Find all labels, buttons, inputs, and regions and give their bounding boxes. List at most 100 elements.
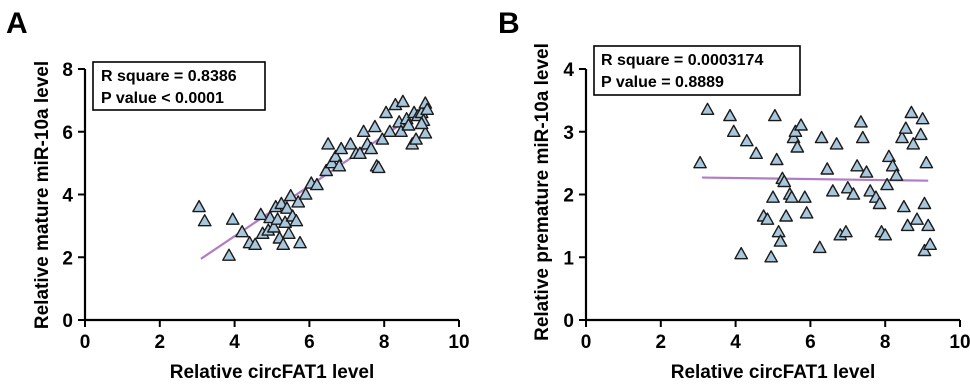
panel-a-data-point — [248, 237, 262, 251]
panel-b-data-point — [904, 105, 919, 119]
panel-a-p-value: P value < 0.0001 — [101, 90, 224, 107]
panel-b-data-point — [794, 118, 808, 131]
panel-b-data-point — [726, 124, 741, 138]
panel-b-r-square: R square = 0.0003174 — [601, 52, 763, 69]
panel-b-data-point — [812, 240, 827, 254]
panel-b-x-tick-label: 2 — [656, 332, 667, 353]
panel-b-stats-frame — [593, 45, 801, 96]
panel-b-data-point — [829, 137, 844, 150]
panel-b-stats-box: R square = 0.0003174 P value = 0.8889 — [593, 45, 801, 96]
panel-b-y-tick-label: 0 — [563, 311, 574, 332]
panel-a-y-tick-label: 0 — [62, 311, 73, 332]
panel-a-data-point — [321, 137, 335, 150]
panel-b-data-point — [919, 155, 934, 169]
panel-a-x-tick-label: 2 — [155, 332, 166, 353]
panel-a-y-tick-label: 6 — [62, 123, 73, 144]
panel-b-y-ticks: 0 1 2 3 4 — [563, 60, 586, 332]
panel-b-data-point — [760, 212, 775, 225]
panel-a-data-point — [278, 215, 292, 229]
panel-b-data-point — [839, 224, 853, 238]
panel-a-data-point — [356, 124, 371, 138]
panel-b-data-point — [797, 190, 812, 203]
panel-b-data-point — [878, 228, 893, 241]
panel-b-data-point — [777, 174, 792, 188]
panel-b-data-point — [779, 209, 793, 222]
panel-b-data-point — [784, 190, 799, 203]
panel-a-data-point — [396, 94, 410, 108]
panel-a-data-point — [267, 220, 281, 233]
panel-a-marks — [192, 94, 435, 261]
panel-b-data-point — [773, 234, 788, 247]
panel-b-data-point — [749, 146, 763, 160]
panel-b-marks — [693, 102, 937, 263]
panel-b-data-point — [790, 140, 805, 153]
panel-b-data-point — [917, 196, 932, 210]
panel-a-data-point — [253, 207, 268, 221]
panel-letter-a: A — [6, 7, 28, 40]
panel-b-x-ticks: 0 2 4 6 8 10 — [581, 320, 970, 353]
panel-b-data-point — [739, 133, 754, 147]
panel-a-data-point — [420, 102, 435, 116]
panel-b-data-point — [850, 159, 864, 172]
panel-b-data-point — [872, 196, 887, 210]
panel-b-data-point — [863, 184, 878, 197]
panel-b-y-tick-label: 2 — [563, 186, 574, 207]
panel-a-x-tick-label: 8 — [379, 332, 390, 353]
panel-a-x-tick-label: 0 — [80, 332, 91, 353]
panel-b-data-point — [766, 190, 780, 203]
panel-a-data-point — [270, 212, 285, 225]
panel-a-data-point — [364, 141, 378, 155]
panel-a-data-point — [298, 187, 313, 200]
panel-b-y-axis-label: Relative premature miR-10a level — [532, 43, 553, 341]
panel-b-data-point — [921, 218, 936, 232]
panel-b-y-tick-label: 4 — [563, 60, 574, 81]
panel-a-data-point — [192, 199, 206, 213]
panel-b-data-point — [820, 162, 835, 175]
panel-b-data-point — [693, 155, 707, 169]
panel-a-stats-frame — [92, 61, 266, 111]
panel-b-data-point — [859, 165, 874, 178]
panel-a-data-point — [394, 124, 408, 138]
panel-a-data-point — [276, 237, 291, 251]
panel-b-data-point — [910, 212, 924, 225]
panel-a-data-point — [197, 213, 212, 227]
panel-b-data-point — [769, 152, 784, 166]
panel-a-x-tick-label: 6 — [304, 332, 315, 353]
panel-a-data-point — [225, 212, 240, 225]
panel-a-data-point — [319, 163, 334, 177]
panel-b-data-point — [786, 130, 801, 144]
panel-a-data-point — [353, 146, 367, 160]
panel-b-data-point — [855, 130, 870, 144]
panel-a-data-point — [332, 159, 347, 172]
panel-b-data-point — [854, 115, 868, 128]
panel-a-data-point — [401, 118, 416, 131]
panel-a-data-point — [382, 124, 397, 138]
panel-b-data-point — [880, 177, 894, 191]
panel-b-x-tick-label: 6 — [805, 332, 816, 353]
panel-a-data-point — [368, 119, 382, 133]
panel-b-x-tick-label: 4 — [730, 332, 741, 353]
panel-b-data-point — [788, 124, 803, 138]
panel-b-x-tick-label: 0 — [581, 332, 592, 353]
panel-a-data-point — [371, 160, 386, 174]
panel-b-data-point — [913, 127, 928, 141]
panel-a-y-tick-label: 2 — [62, 248, 73, 269]
panel-a-y-ticks: 0 2 4 6 8 — [62, 60, 85, 332]
panel-b-data-point — [895, 130, 909, 144]
panel-b-data-point — [898, 121, 913, 134]
panel-b-data-point — [906, 137, 921, 150]
panel-a-data-point — [280, 201, 294, 214]
panel-a-data-point — [282, 226, 296, 240]
panel-a-data-point — [409, 132, 423, 145]
panel-a-x-tick-label: 4 — [229, 332, 240, 353]
panel-a-data-point — [222, 248, 236, 261]
panel-b-data-point — [771, 224, 786, 238]
panel-b-p-value: P value = 0.8889 — [601, 74, 724, 91]
panel-b-data-point — [700, 102, 715, 116]
panel-b-data-point — [885, 159, 900, 172]
panel-a-data-point — [418, 126, 433, 139]
panel-a-y-axis-label: Relative mature miR-10a level — [32, 61, 53, 329]
